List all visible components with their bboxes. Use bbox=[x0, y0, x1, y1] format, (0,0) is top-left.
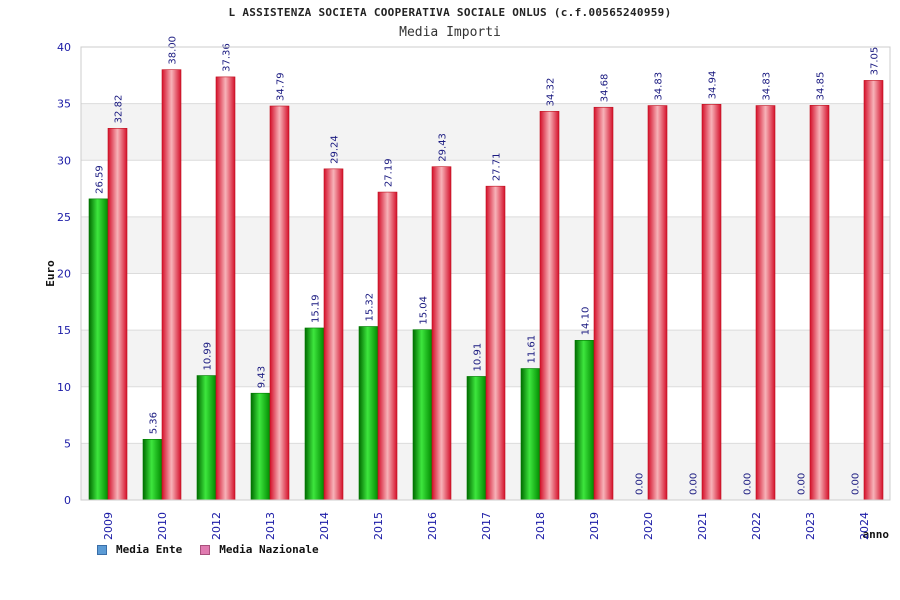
y-tick-label: 40 bbox=[57, 41, 71, 54]
bar-nazionale bbox=[755, 105, 776, 501]
data-label-ente: 10.99 bbox=[203, 342, 214, 371]
data-label-ente: 15.04 bbox=[419, 296, 430, 325]
y-tick-label: 20 bbox=[57, 268, 71, 281]
legend-swatch-ente bbox=[97, 544, 107, 555]
chart-title: L ASSISTENZA SOCIETA COOPERATIVA SOCIALE… bbox=[228, 6, 672, 19]
bar-nazionale bbox=[701, 104, 722, 501]
data-label-nazionale: 29.43 bbox=[438, 133, 449, 162]
plot-frame bbox=[80, 46, 891, 501]
bar-ente bbox=[250, 392, 271, 501]
x-tick-label: 2019 bbox=[588, 512, 601, 540]
bar-ente bbox=[520, 368, 541, 501]
bar-nazionale bbox=[863, 80, 884, 501]
legend-swatch-nazionale bbox=[200, 544, 211, 555]
bar-ente bbox=[142, 438, 163, 501]
data-label-nazionale: 32.82 bbox=[114, 95, 125, 124]
bar-nazionale bbox=[485, 185, 506, 501]
x-tick-label: 2013 bbox=[264, 512, 277, 540]
bar-nazionale bbox=[161, 69, 182, 501]
y-tick-label: 10 bbox=[57, 381, 71, 394]
data-label-nazionale: 34.83 bbox=[762, 72, 773, 101]
data-label-nazionale: 38.00 bbox=[168, 36, 179, 65]
x-tick-label: 2022 bbox=[750, 512, 763, 540]
data-label-ente: 0.00 bbox=[635, 473, 646, 495]
legend: Media Ente Media Nazionale bbox=[97, 543, 337, 556]
bar-nazionale bbox=[107, 128, 128, 501]
y-axis-label: Euro bbox=[44, 260, 57, 287]
bar-nazionale bbox=[323, 168, 344, 501]
bar-nazionale bbox=[539, 111, 560, 501]
axis-layer: 0 5 10 15 20 25 30 35 40 Euro anno 2009 2010 2012 2013… bbox=[44, 41, 891, 541]
bar-ente bbox=[574, 340, 595, 501]
bars-layer bbox=[88, 69, 884, 501]
bar-nazionale bbox=[593, 106, 614, 501]
data-label-ente: 5.36 bbox=[149, 412, 160, 434]
x-tick-label: 2015 bbox=[372, 512, 385, 540]
data-label-ente: 14.10 bbox=[581, 307, 592, 336]
x-tick-label: 2012 bbox=[210, 512, 223, 540]
data-label-nazionale: 29.24 bbox=[330, 135, 341, 164]
bar-nazionale bbox=[647, 105, 668, 501]
data-label-ente: 0.00 bbox=[797, 473, 808, 495]
x-tick-label: 2021 bbox=[696, 512, 709, 540]
data-label-nazionale: 34.83 bbox=[654, 72, 665, 101]
x-tick-label: 2014 bbox=[318, 512, 331, 540]
bar-ente bbox=[88, 198, 109, 501]
legend-item-ente: Media Ente bbox=[97, 543, 182, 556]
x-tick-label: 2024 bbox=[858, 512, 871, 540]
legend-label-nazionale: Media Nazionale bbox=[219, 543, 319, 556]
data-label-ente: 9.43 bbox=[257, 366, 268, 388]
data-label-ente: 0.00 bbox=[851, 473, 862, 495]
data-label-ente: 10.91 bbox=[473, 343, 484, 372]
bar-ente bbox=[304, 327, 325, 501]
data-label-ente: 15.32 bbox=[365, 293, 376, 322]
y-tick-label: 15 bbox=[57, 324, 71, 337]
bar-nazionale bbox=[215, 76, 236, 501]
chart-subtitle: Media Importi bbox=[399, 25, 501, 40]
y-tick-label: 25 bbox=[57, 211, 71, 224]
bar-nazionale bbox=[431, 166, 452, 501]
x-axis-label: anno bbox=[863, 528, 890, 541]
bar-ente bbox=[466, 376, 487, 501]
y-tick-label: 35 bbox=[57, 98, 71, 111]
bar-nazionale bbox=[377, 191, 398, 501]
y-tick-label: 30 bbox=[57, 154, 71, 167]
x-tick-label: 2009 bbox=[102, 512, 115, 540]
data-label-nazionale: 27.71 bbox=[492, 153, 503, 182]
data-label-nazionale: 37.05 bbox=[870, 47, 881, 76]
data-label-nazionale: 34.79 bbox=[276, 72, 287, 101]
legend-label-ente: Media Ente bbox=[116, 543, 183, 556]
x-tick-label: 2016 bbox=[426, 512, 439, 540]
bar-nazionale bbox=[809, 105, 830, 501]
data-label-nazionale: 34.85 bbox=[816, 72, 827, 101]
data-label-ente: 15.19 bbox=[311, 294, 322, 323]
data-label-nazionale: 34.94 bbox=[708, 71, 719, 100]
x-tick-label: 2010 bbox=[156, 512, 169, 540]
data-label-ente: 26.59 bbox=[95, 165, 106, 194]
data-label-nazionale: 34.32 bbox=[546, 78, 557, 107]
bar-ente bbox=[196, 375, 217, 501]
bar-nazionale bbox=[269, 105, 290, 501]
legend-item-nazionale: Media Nazionale bbox=[200, 543, 319, 556]
data-label-ente: 0.00 bbox=[743, 473, 754, 495]
x-tick-label: 2017 bbox=[480, 512, 493, 540]
x-tick-label: 2020 bbox=[642, 512, 655, 540]
y-tick-label: 0 bbox=[64, 494, 71, 507]
x-tick-label: 2018 bbox=[534, 512, 547, 540]
bar-ente bbox=[412, 329, 433, 501]
data-label-nazionale: 34.68 bbox=[600, 74, 611, 103]
data-label-ente: 11.61 bbox=[527, 335, 538, 364]
data-label-nazionale: 37.36 bbox=[222, 43, 233, 72]
x-tick-label: 2023 bbox=[804, 512, 817, 540]
data-label-nazionale: 27.19 bbox=[384, 158, 395, 187]
labels-layer: 26.59 32.82 5.36 38.00 10.99 37.36 9.43 34.79 15… bbox=[95, 36, 881, 495]
bar-ente bbox=[358, 326, 379, 501]
data-label-ente: 0.00 bbox=[689, 473, 700, 495]
y-tick-label: 5 bbox=[64, 437, 71, 450]
